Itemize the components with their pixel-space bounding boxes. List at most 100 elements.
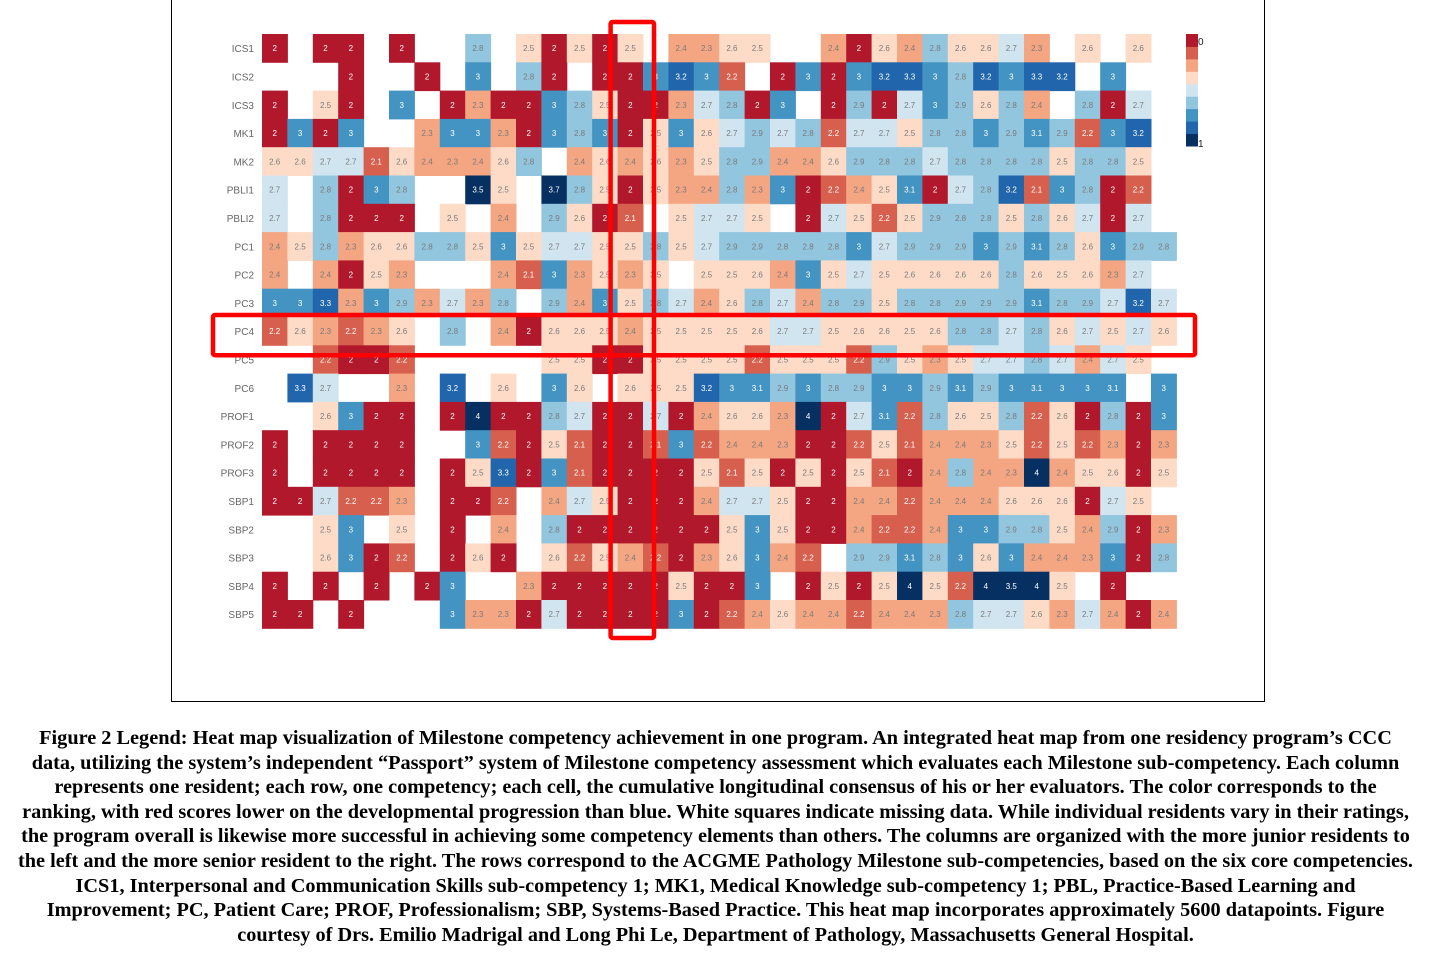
- cell-value-label: 2.5: [549, 440, 561, 449]
- cell-value-label: 2.3: [371, 327, 383, 336]
- cell-value-label: 2.9: [980, 299, 992, 308]
- heatmap-cell: [1125, 345, 1152, 375]
- heatmap-cell: [693, 600, 720, 629]
- heatmap-cell: [973, 401, 1000, 431]
- cell-value-label: 2.6: [955, 271, 967, 280]
- cell-value-label: 2.2: [879, 214, 891, 223]
- cell-value-label: 2.8: [320, 214, 332, 223]
- heatmap-chart: 2 2 2 2 2.8 2.5 2 2.5 2 2.5 2.4 2.3 2.6 2.5 2.4 2 2.6 2.4…: [210, 19, 1204, 641]
- heatmap-cell: [668, 62, 695, 92]
- heatmap-cell: [871, 175, 898, 205]
- heatmap-cell: [719, 62, 746, 92]
- cell-value-label: 2: [603, 72, 608, 81]
- heatmap-cell: [516, 571, 542, 601]
- heatmap-cell: [516, 118, 542, 148]
- cell-value-label: 2.7: [1006, 355, 1018, 364]
- cell-value-label: 2.7: [752, 497, 764, 506]
- heatmap-cell: [1125, 203, 1152, 233]
- heatmap-cell: [1024, 203, 1050, 233]
- cell-value-label: 2.5: [549, 355, 561, 364]
- heatmap-cell: [389, 373, 415, 403]
- cell-value-label: 2.4: [879, 497, 891, 506]
- legend-swatch: [1186, 121, 1198, 135]
- cell-value-label: 2.5: [777, 525, 789, 534]
- heatmap-cell: [795, 373, 822, 403]
- heatmap-cell: [770, 288, 796, 318]
- cell-value-label: 3: [806, 72, 811, 81]
- heatmap-cell: [846, 260, 873, 290]
- cell-value-label: 2.4: [1107, 610, 1119, 619]
- cell-value-label: 2.5: [803, 469, 815, 478]
- cell-value-label: 3.2: [1057, 72, 1069, 81]
- cell-value-label: 3: [1111, 242, 1116, 251]
- cell-value-label: 2.5: [599, 497, 611, 506]
- cell-value-label: 3: [298, 129, 303, 138]
- heatmap-cell: [947, 486, 974, 516]
- heatmap-cell: [719, 147, 746, 176]
- cell-value-label: 2: [272, 497, 277, 506]
- heatmap-cell: [566, 401, 593, 431]
- heatmap-cell: [1024, 486, 1050, 516]
- cell-value-label: 2.6: [930, 271, 942, 280]
- heatmap-cell: [1049, 571, 1076, 601]
- cell-value-label: 3: [1111, 72, 1116, 81]
- heatmap-cell: [389, 260, 415, 290]
- heatmap-cell: [947, 203, 974, 233]
- row-label: SBP1: [228, 497, 254, 508]
- heatmap-cell: [922, 430, 949, 459]
- cell-value-label: 2.5: [879, 186, 891, 195]
- heatmap-cell: [922, 571, 949, 601]
- cell-value-label: 2.9: [955, 242, 967, 251]
- cell-value-label: 2.6: [574, 384, 586, 393]
- heatmap-cell: [871, 515, 898, 544]
- legend-swatch: [1186, 83, 1198, 97]
- heatmap-cell: [262, 288, 288, 318]
- cell-value-label: 2.8: [549, 412, 561, 421]
- heatmap-cell: [1049, 203, 1076, 233]
- cell-value-label: 2.4: [498, 525, 510, 534]
- cell-value-label: 2.5: [701, 469, 713, 478]
- heatmap-cell: [312, 317, 339, 346]
- heatmap-cell: [998, 147, 1025, 176]
- cell-value-label: 3: [450, 129, 455, 138]
- heatmap-cell: [541, 373, 568, 403]
- heatmap-cell: [389, 458, 415, 488]
- heatmap-cell: [922, 458, 949, 488]
- cell-value-label: 2.4: [269, 271, 281, 280]
- heatmap-cell: [1049, 260, 1076, 290]
- cell-value-label: 2.5: [879, 440, 891, 449]
- cell-value-label: 2: [603, 610, 608, 619]
- heatmap-cell: [897, 373, 923, 403]
- heatmap-cell: [998, 288, 1025, 318]
- heatmap-cell: [1151, 430, 1177, 459]
- heatmap-cell: [795, 571, 822, 601]
- heatmap-cell: [1125, 147, 1152, 176]
- row-label: ICS1: [232, 44, 255, 55]
- heatmap-cell: [592, 543, 619, 573]
- cell-value-label: 2.5: [726, 271, 738, 280]
- heatmap-cell: [744, 203, 771, 233]
- cell-value-label: 2.7: [1006, 44, 1018, 53]
- cell-value-label: 3: [679, 610, 684, 619]
- heatmap-cell: [414, 147, 441, 176]
- heatmap-cell: [465, 401, 492, 431]
- heatmap-cell: [719, 543, 746, 573]
- cell-value-label: 2: [349, 101, 354, 110]
- cell-value-label: 2.7: [726, 214, 738, 223]
- heatmap-cell: [1049, 401, 1076, 431]
- cell-value-label: 4: [806, 412, 811, 421]
- cell-value-label: 2.7: [828, 214, 840, 223]
- cell-value-label: 2.4: [701, 186, 713, 195]
- heatmap-cell: [1074, 260, 1101, 290]
- heatmap-cell: [770, 90, 796, 120]
- heatmap-cell: [617, 34, 644, 63]
- heatmap-cell: [744, 90, 771, 120]
- heatmap-cell: [897, 147, 923, 176]
- heatmap-cell: [287, 486, 314, 516]
- cell-value-label: 2.4: [1158, 610, 1170, 619]
- heatmap-cell: [1049, 232, 1076, 261]
- heatmap-cell: [465, 486, 492, 516]
- cell-value-label: 2.9: [930, 384, 942, 393]
- cell-value-label: 2: [1111, 186, 1116, 195]
- heatmap-cell: [668, 600, 695, 629]
